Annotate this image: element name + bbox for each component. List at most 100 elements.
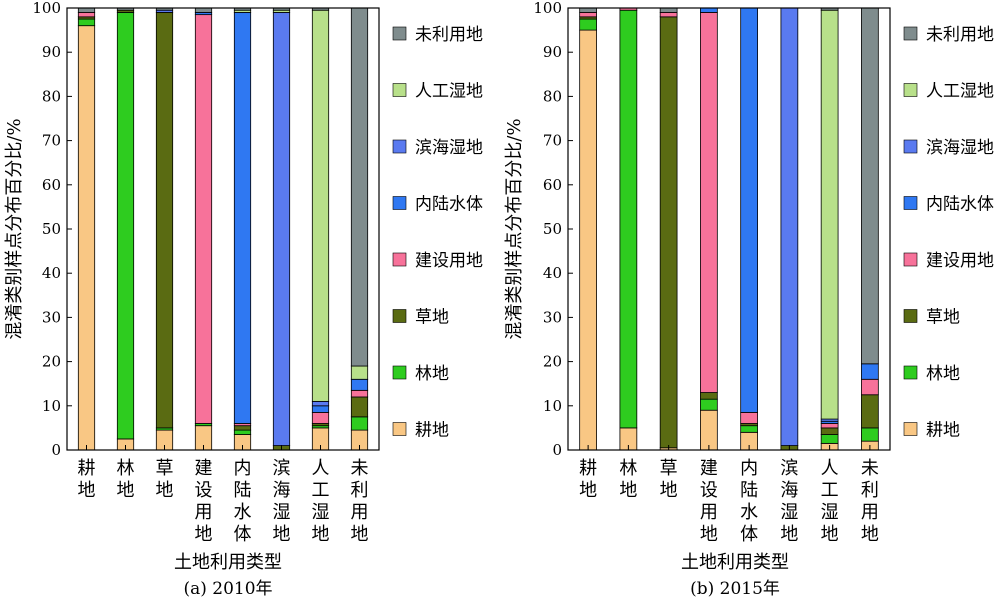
- legend-label: 内陆水体: [926, 195, 994, 215]
- x-tick-label: 未利用地: [351, 458, 369, 545]
- bar-segment-7-7: [311, 9, 330, 402]
- bar-segment-5-2: [740, 425, 758, 433]
- bar-segment-1-4: [579, 12, 597, 18]
- y-tick-label: 70: [42, 132, 61, 150]
- x-tick-label: 耕地: [78, 458, 96, 501]
- bar-segment-5-3: [233, 425, 252, 431]
- x-tick-label: 内陆水体: [234, 458, 252, 545]
- y-tick-label: 30: [543, 308, 562, 326]
- y-tick-label: 40: [42, 264, 61, 282]
- bar-segment-8-3: [861, 394, 879, 429]
- legend-swatch: [903, 196, 918, 210]
- x-tick-label: 人工湿地: [821, 458, 839, 545]
- legend-label: 滨海湿地: [415, 138, 483, 158]
- bar-segment-4-4: [700, 12, 718, 393]
- y-tick-label: 40: [543, 264, 562, 282]
- x-tick-label: 草地: [156, 458, 174, 501]
- bar-segment-1-8: [77, 7, 96, 13]
- legend-label: 人工湿地: [415, 82, 483, 102]
- legend-swatch: [903, 26, 918, 41]
- x-tick-label: 滨海湿地: [780, 458, 798, 545]
- bar-segment-1-1: [579, 29, 597, 451]
- y-axis-title: 混淆类别样点分布百分比/%: [504, 118, 525, 339]
- legend-swatch: [392, 26, 407, 41]
- y-tick-label: 100: [533, 0, 562, 17]
- x-tick-label: 林地: [619, 458, 637, 501]
- bar-segment-3-3: [155, 12, 174, 429]
- legend-label: 耕地: [926, 421, 960, 441]
- bar-segment-5-4: [740, 412, 758, 424]
- x-tick-label: 滨海湿地: [273, 458, 291, 545]
- x-tick-label: 草地: [660, 458, 678, 501]
- bar-segment-8-4: [861, 378, 879, 396]
- bar-segment-8-5: [350, 378, 369, 391]
- legend-label: 建设用地: [926, 251, 994, 271]
- plot-frame: [66, 7, 380, 451]
- legend-swatch: [392, 365, 407, 380]
- legend-swatch: [392, 252, 407, 267]
- y-tick-label: 50: [543, 220, 562, 238]
- chart-panel-1: 0102030405060708090100耕地林地草地建设用地内陆水体滨海湿地…: [4, 0, 483, 599]
- bar-segment-4-1: [700, 409, 718, 451]
- bar-segment-8-2: [861, 427, 879, 442]
- bar-segment-6-6: [272, 12, 291, 446]
- panel-caption: (b) 2015年: [690, 579, 780, 599]
- x-tick-label: 人工湿地: [312, 458, 330, 545]
- y-tick-label: 20: [543, 353, 562, 371]
- legend-swatch: [903, 422, 918, 436]
- bar-segment-5-5: [740, 7, 758, 413]
- y-tick-label: 70: [543, 132, 562, 150]
- y-tick-label: 80: [42, 87, 61, 105]
- bar-segment-2-2: [116, 12, 135, 440]
- bar-segment-1-4: [77, 12, 96, 18]
- bar-segment-7-2: [820, 434, 839, 444]
- bar-segment-8-5: [861, 363, 879, 380]
- legend-label: 草地: [415, 308, 449, 328]
- bar-segment-8-8: [861, 7, 879, 365]
- x-tick-label: 未利用地: [861, 458, 879, 545]
- legend-label: 建设用地: [415, 251, 483, 271]
- bar-segment-7-5: [311, 405, 330, 413]
- x-tick-label: 耕地: [579, 458, 597, 501]
- y-tick-label: 50: [42, 220, 61, 238]
- x-tick-label: 建设用地: [700, 458, 718, 545]
- bar-segment-4-4: [194, 14, 213, 424]
- bar-segment-8-8: [350, 7, 369, 367]
- chart-panel-2: 0102030405060708090100耕地林地草地建设用地内陆水体滨海湿地…: [504, 0, 994, 599]
- bar-segment-4-8: [194, 7, 213, 13]
- bar-segment-4-2: [700, 398, 718, 411]
- legend-label: 滨海湿地: [926, 138, 994, 158]
- y-tick-label: 20: [42, 353, 61, 371]
- legend-label: 耕地: [415, 421, 449, 441]
- bar-segment-5-2: [233, 429, 252, 435]
- legend-label: 林地: [926, 364, 960, 384]
- legend-swatch: [392, 83, 407, 97]
- y-tick-label: 80: [543, 87, 562, 105]
- bar-segment-7-6: [311, 400, 330, 407]
- legend-label: 未利用地: [415, 25, 483, 45]
- bar-segment-3-4: [659, 12, 678, 18]
- x-tick-label: 内陆水体: [740, 458, 758, 545]
- bar-segment-2-2: [619, 9, 638, 429]
- y-tick-label: 0: [552, 441, 562, 459]
- x-axis-title: 土地利用类型: [681, 552, 789, 573]
- y-tick-label: 10: [543, 397, 562, 415]
- legend-label: 内陆水体: [415, 195, 483, 215]
- y-tick-label: 90: [543, 43, 562, 61]
- bar-segment-7-7: [820, 9, 839, 420]
- bar-segment-8-2: [350, 416, 369, 431]
- panel-caption: (a) 2010年: [183, 579, 272, 599]
- bar-segment-4-3: [700, 392, 718, 400]
- legend-swatch: [392, 309, 407, 323]
- plot-frame: [567, 7, 891, 451]
- legend-swatch: [903, 139, 918, 154]
- bar-segment-8-3: [350, 396, 369, 418]
- legend-label: 林地: [415, 364, 449, 384]
- y-tick-label: 90: [42, 43, 61, 61]
- x-tick-label: 建设用地: [195, 458, 213, 545]
- x-tick-label: 林地: [117, 458, 135, 501]
- bar-segment-8-4: [350, 389, 369, 398]
- bar-segment-3-8: [659, 7, 678, 13]
- bar-segment-6-6: [780, 7, 799, 446]
